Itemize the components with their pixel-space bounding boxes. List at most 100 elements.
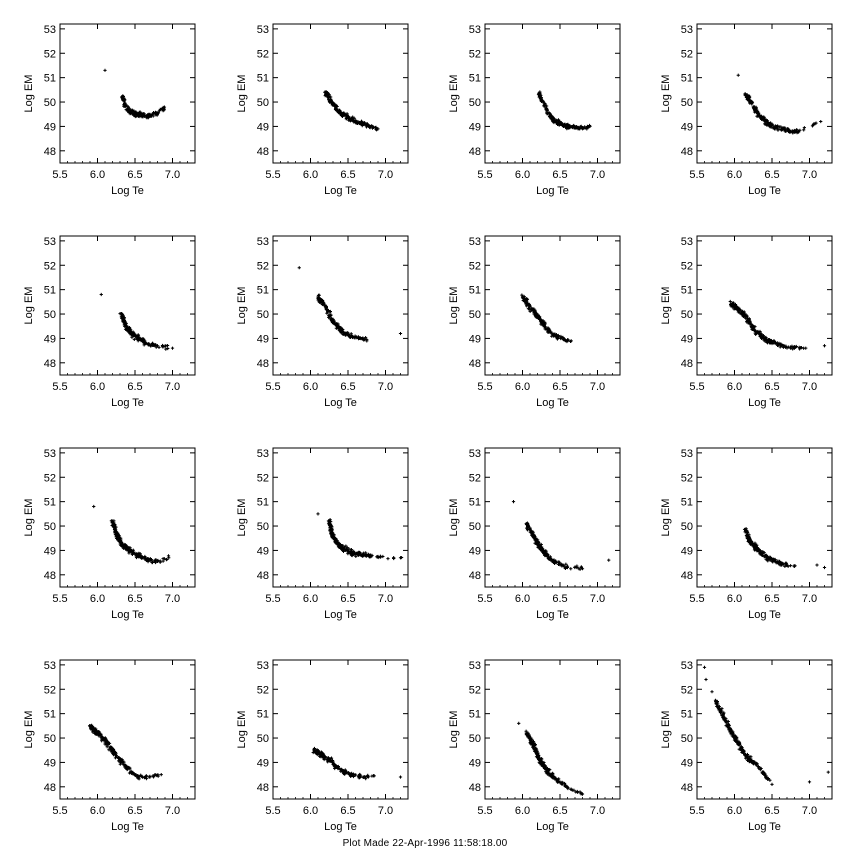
scatter-point [318,754,322,759]
scatter-panel-r4-c2: 5.5 6.0 6.5 7.0 48 49 50 51 52 53 Log Te Log EM [236,659,409,833]
x-tick-label: 6.0 [303,169,318,181]
scatter-point [361,775,365,779]
y-tick-label: 49 [681,121,693,133]
scatter-panel-r1-c2: 5.5 6.0 6.5 7.0 48 49 50 51 52 53 Log Te Log EM [236,23,409,197]
scatter-point [142,343,146,347]
plot-frame [59,447,196,588]
scatter-point [558,122,562,126]
x-tick-label: 6.0 [303,381,318,393]
scatter-point [547,556,551,560]
plot-frame [59,23,196,164]
y-axis-label: Log EM [448,711,460,749]
scatter-point [366,773,370,777]
plot-frame [272,23,409,164]
scatter-point [554,559,558,563]
x-axis-label: Log Te [536,609,569,621]
x-tick-label: 6.0 [727,593,742,605]
scatter-point [547,329,551,333]
y-tick-label: 49 [44,121,56,133]
scatter-point [781,344,785,348]
scatter-point [132,109,136,113]
y-axis-label: Log EM [660,711,672,749]
x-tick-label: 6.0 [515,593,530,605]
y-tick-label: 52 [681,260,693,272]
x-axis-label: Log Te [536,821,569,833]
y-tick-label: 53 [469,660,481,672]
y-tick-label: 48 [257,358,269,370]
y-tick-label: 52 [257,472,269,484]
scatter-point [114,531,118,535]
scatter-point [340,768,344,772]
x-tick-label: 6.5 [340,593,355,605]
scatter-point [562,338,566,342]
x-tick-label: 6.5 [764,169,779,181]
scatter-point [730,734,734,738]
scatter-point [327,98,331,102]
x-axis-label: Log Te [324,397,357,409]
y-tick-label: 50 [469,733,481,745]
scatter-point [786,564,790,568]
x-tick-label: 6.0 [90,593,105,605]
x-tick-label: 6.5 [764,593,779,605]
scatter-point [578,567,582,571]
scatter-point [539,542,543,547]
x-tick-label: 7.0 [590,381,605,393]
scatter-point [721,714,725,718]
scatter-point [541,764,545,769]
scatter-point [347,547,351,551]
scatter-point [740,312,744,316]
scatter-point [350,773,354,777]
scatter-point [357,336,361,341]
scatter-point [554,561,558,565]
scatter-point [398,556,403,560]
scatter-point [352,552,356,557]
scatter-point [774,126,778,130]
y-axis-label: Log EM [23,499,35,537]
scatter-point [128,546,132,550]
x-tick-label: 5.5 [52,169,67,181]
scatter-point [716,705,720,709]
scatter-point [170,346,175,350]
scatter-point [528,309,532,313]
y-tick-label: 48 [257,782,269,794]
scatter-point [736,741,740,745]
scatter-point [765,776,769,780]
scatter-point [363,121,367,125]
scatter-point [122,543,126,548]
scatter-point [391,556,396,560]
scatter-point [766,556,770,560]
scatter-point [317,297,321,301]
scatter-point [337,542,342,546]
y-tick-label: 49 [44,333,56,345]
scatter-point [722,711,726,715]
scatter-point [350,334,354,338]
scatter-point [749,755,753,759]
y-tick-label: 51 [469,285,481,297]
scatter-point [162,557,166,561]
scatter-point [744,314,748,319]
x-axis-label: Log Te [111,185,144,197]
scatter-point [354,554,358,558]
scatter-point [745,319,749,323]
scatter-point [148,113,152,118]
x-tick-label: 7.0 [378,593,393,605]
scatter-point [724,721,728,725]
plot-frame [696,23,833,164]
x-tick-label: 6.5 [127,381,142,393]
scatter-point [753,546,758,550]
scatter-point [555,778,560,782]
y-tick-label: 50 [44,309,56,321]
scatter-point [112,750,116,754]
scatter-point [350,551,354,555]
y-tick-label: 50 [681,309,693,321]
scatter-point [347,771,351,775]
point-cloud [92,504,171,565]
y-tick-label: 53 [44,448,56,460]
scatter-point [566,338,570,342]
plot-frame [484,23,621,164]
y-axis-label: Log EM [23,75,35,113]
scatter-point [319,750,324,754]
scatter-point [352,116,356,120]
scatter-point [556,336,560,340]
scatter-point [535,753,540,757]
